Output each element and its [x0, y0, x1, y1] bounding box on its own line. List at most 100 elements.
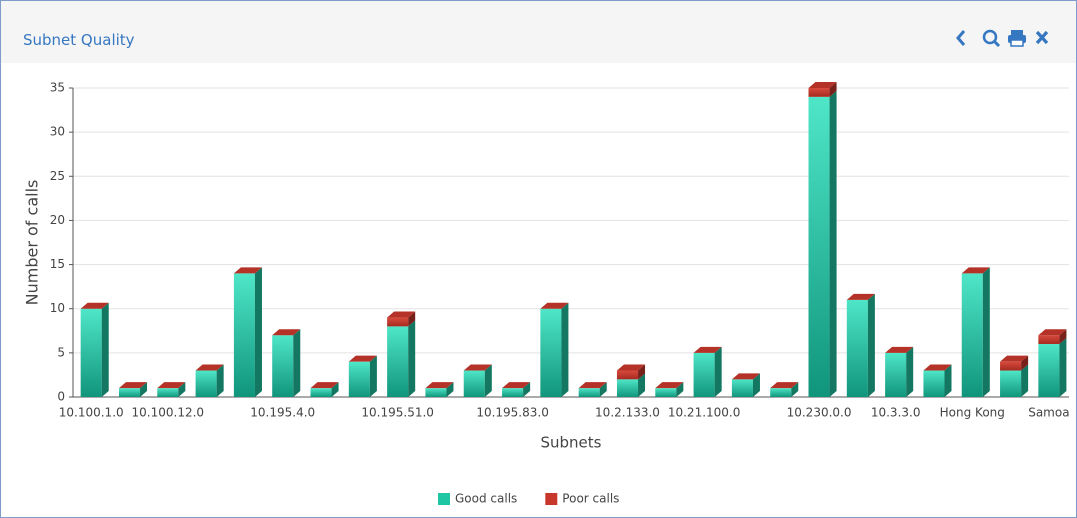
bar-top: [502, 382, 531, 389]
bar-segment: [425, 388, 447, 397]
bar-segment: [616, 370, 639, 380]
x-tick-label: 10.100.12.0: [132, 406, 205, 420]
bar-top: [1038, 329, 1067, 336]
x-tick-label: 10.100.1.0: [59, 406, 124, 420]
bar-top: [693, 346, 722, 353]
bar-top: [731, 373, 760, 380]
bar-top: [233, 267, 262, 274]
panel-header: Subnet Quality: [1, 1, 1076, 63]
bar-segment: [693, 352, 715, 397]
x-tick-label: Hong Kong: [940, 406, 1005, 420]
bar-top: [923, 364, 952, 371]
panel-title: Subnet Quality: [23, 31, 135, 49]
bar-segment-side: [982, 267, 990, 397]
chart: 0 5 10 15 20 25 30 35 Number of calls Subnets 10.1…: [23, 81, 1070, 506]
bar-top: [387, 311, 416, 318]
bar-top: [348, 355, 377, 362]
x-tick-label: 10.195.51.0: [361, 406, 434, 420]
bar-top: [118, 382, 148, 389]
bar-top: [195, 364, 224, 371]
bar-segment: [961, 273, 983, 397]
bar-segment: [195, 370, 217, 397]
bar-segment-side: [829, 82, 837, 97]
bar-segment: [808, 88, 830, 97]
y-tick-label: 0: [57, 390, 65, 404]
back-icon[interactable]: [956, 30, 966, 46]
bar-top: [272, 329, 301, 336]
bar-top: [770, 382, 799, 389]
bar-top: [1000, 355, 1029, 362]
bar-segment-side: [523, 382, 531, 397]
bar-segment-side: [714, 346, 722, 397]
bar-top: [463, 364, 492, 371]
bar-segment: [923, 370, 945, 397]
search-icon[interactable]: [982, 29, 1001, 48]
legend-swatch: [438, 493, 450, 505]
bar-segment-side: [791, 382, 799, 397]
bar-segment: [310, 388, 332, 397]
bar-top: [846, 293, 875, 300]
y-axis-title: Number of calls: [23, 180, 42, 306]
bar-segment-side: [638, 364, 646, 380]
y-tick-label: 20: [50, 213, 65, 227]
bar-segment-side: [561, 302, 569, 397]
y-tick-label: 5: [57, 345, 65, 359]
bar-top: [80, 302, 109, 309]
bar-segment: [348, 361, 370, 397]
bar-segment: [157, 388, 179, 397]
bar-segment-side: [101, 302, 109, 397]
bar-segment: [540, 308, 562, 397]
bar-top: [616, 364, 646, 371]
bar-top: [310, 382, 339, 389]
bar-segment-side: [867, 293, 875, 397]
bar-segment: [387, 317, 409, 327]
bar-segment-side: [178, 382, 186, 397]
bar-segment: [885, 352, 907, 397]
bar-segment: [655, 388, 677, 397]
x-tick-label: 10.230.0.0: [787, 406, 852, 420]
bar-top: [540, 302, 569, 309]
bar-segment: [463, 370, 485, 397]
bar-segment: [1000, 370, 1022, 397]
bar-segment-side: [599, 382, 607, 397]
bar-segment: [502, 388, 524, 397]
legend-label: Good calls: [455, 492, 517, 506]
x-tick-label: 10.21.100.0: [668, 406, 741, 420]
close-icon[interactable]: [1035, 30, 1049, 45]
bar-segment-side: [1021, 355, 1029, 371]
y-tick-label: 30: [50, 125, 65, 139]
bar-segment-side: [906, 346, 914, 397]
y-tick-label: 35: [50, 81, 65, 95]
bar-segment: [118, 388, 141, 397]
bar-top: [425, 382, 454, 389]
bar-segment-side: [408, 311, 416, 327]
bar-segment-side: [140, 382, 148, 397]
bar-segment-side: [638, 373, 646, 397]
bar-segment-side: [369, 355, 377, 397]
legend-label: Poor calls: [562, 492, 619, 506]
x-tick-label: 10.3.3.0: [871, 406, 921, 420]
bar-top: [655, 382, 684, 389]
y-tick-label: 10: [50, 301, 65, 315]
x-axis-title: Subnets: [541, 434, 602, 452]
bar-segment-side: [1021, 364, 1029, 397]
bar-top: [578, 382, 607, 389]
bar-segment-side: [676, 382, 684, 397]
bar-segment-side: [829, 90, 837, 398]
bar-segment: [616, 379, 639, 397]
bar-segment: [387, 326, 409, 397]
x-tick-label: 10.195.83.0: [476, 406, 549, 420]
bar-segment: [770, 388, 792, 397]
bar-segment: [1038, 335, 1060, 345]
bar-segment-side: [408, 320, 416, 397]
bar-segment: [578, 388, 600, 397]
print-icon[interactable]: [1008, 30, 1026, 47]
bar-segment-side: [752, 373, 760, 397]
bar-segment-side: [331, 382, 339, 397]
bar-segment-side: [446, 382, 454, 397]
legend-swatch: [545, 493, 558, 505]
bar-segment-side: [484, 364, 492, 397]
bar-segment: [808, 96, 830, 398]
y-tick-label: 25: [50, 169, 65, 183]
bar-segment-side: [293, 329, 301, 397]
